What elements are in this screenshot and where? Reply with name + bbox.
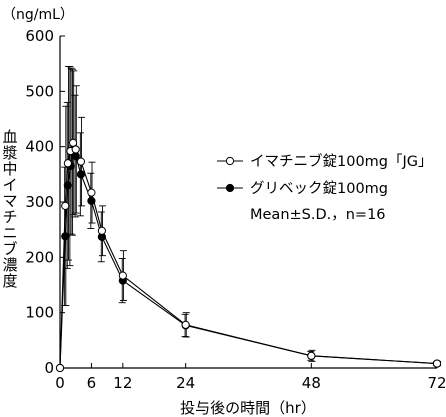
y-tick-label: 400 [25,138,54,156]
series-markers [55,138,442,373]
x-tick-label: 48 [302,374,321,392]
data-point-open [76,157,86,166]
y-label-char: イ [2,176,17,194]
legend-marker-open [225,156,235,166]
data-point-open [63,159,72,168]
y-label-char: 度 [2,272,17,290]
data-point-open [118,271,127,280]
y-tick-label: 500 [25,82,54,100]
y-label-char: 漿 [2,144,17,162]
y-label-char: チ [2,208,17,226]
data-point-filled [61,232,70,241]
x-tick-label: 24 [176,374,195,392]
series-lines [59,141,438,369]
y-tick-label: 200 [25,248,54,266]
y-label-char: マ [2,192,17,210]
x-tick-label: 12 [113,374,132,392]
legend-label-2: グリベック錠100mg [250,180,388,197]
data-point-open [97,226,106,235]
legend-label-1: イマチニブ錠100mg「JG」 [250,152,433,170]
y-label-char: 血 [2,128,17,146]
data-point-open [307,351,316,360]
y-label-char: 中 [2,160,17,178]
ticks: 0 100 200 300 400 500 600 0 6 12 24 48 72 [25,27,446,392]
legend-note: Mean±S.D.，n=16 [250,207,386,223]
y-label-char: ニ [2,224,17,242]
x-axis-label: 投与後の時間（hr） [180,399,316,417]
data-point-open [55,363,65,373]
x-tick-label: 72 [427,374,446,392]
data-point-open [71,145,80,154]
y-label-char: ブ [2,240,17,258]
y-tick-label: 100 [25,304,54,322]
y-tick-label: 600 [25,27,54,45]
x-tick-label: 6 [87,374,97,392]
y-tick-label: 0 [44,359,54,377]
data-point-filled [76,170,86,179]
series-line-1 [59,141,438,369]
y-tick-label: 300 [25,193,54,211]
data-point-open [68,138,78,147]
legend-marker-filled [225,183,235,193]
data-point-open [432,359,442,368]
data-point-filled [87,196,96,205]
legend: イマチニブ錠100mg「JG」グリベック錠100mg Mean±S.D.，n=16 [217,152,433,223]
data-point-filled [63,181,72,190]
data-point-open [61,201,70,210]
axes [59,36,437,369]
y-unit-label: （ng/mL） [2,7,74,23]
data-point-open [181,320,190,329]
data-point-open [87,188,96,197]
x-tick-label: 0 [55,374,65,392]
y-label-char: 濃 [2,256,17,274]
